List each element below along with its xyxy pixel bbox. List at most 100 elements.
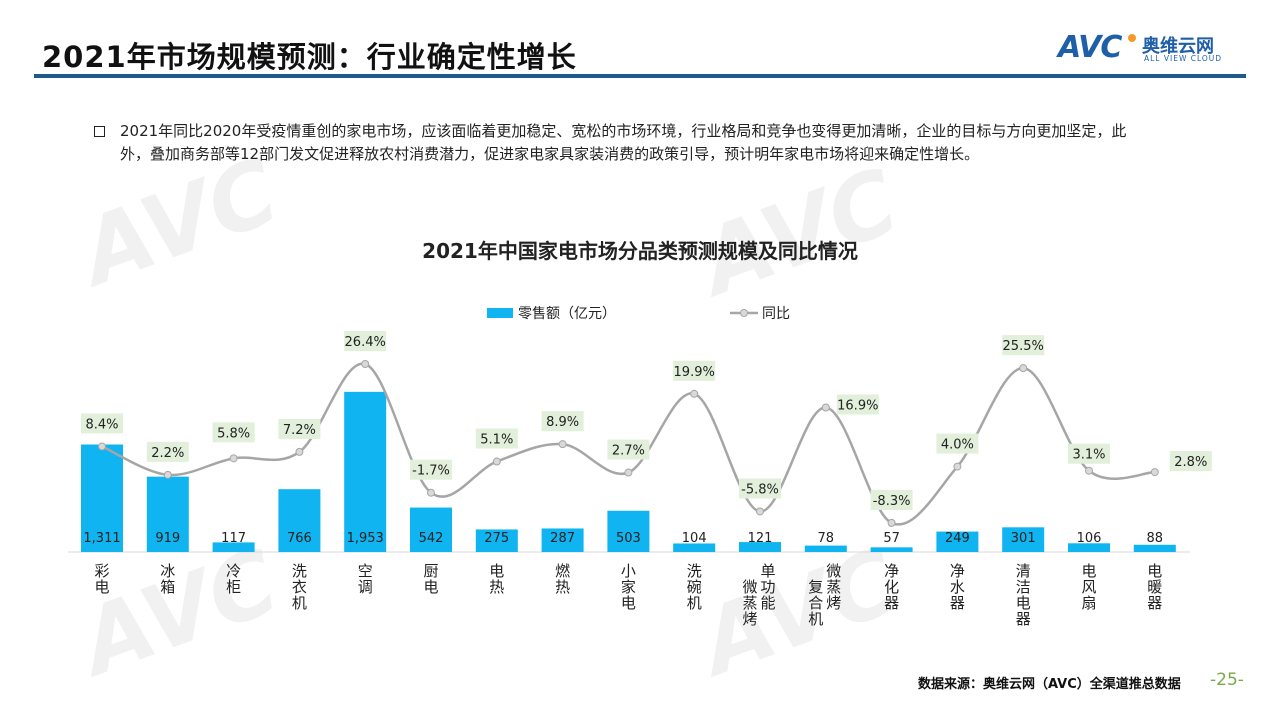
bar-value-label: 503: [616, 531, 641, 546]
category-label: 碗: [687, 578, 702, 596]
bar-value-label: 542: [419, 531, 444, 546]
category-label: 衣: [292, 578, 307, 596]
yoy-label: 8.9%: [546, 415, 579, 430]
category-label: 机: [808, 610, 823, 628]
bar-value-label: 1,311: [83, 531, 120, 546]
yoy-label: 4.0%: [941, 438, 974, 453]
bar-5: [410, 507, 452, 552]
category-label: 洗: [292, 562, 307, 580]
bar-15: [1068, 543, 1110, 552]
bar-value-label: 1,953: [347, 531, 384, 546]
category-label: 彩: [94, 562, 109, 580]
bar-16: [1133, 544, 1176, 552]
bar-value-label: 57: [883, 531, 900, 546]
category-label: 器: [884, 594, 899, 612]
bar-13: [936, 531, 979, 552]
yoy-point-0: [98, 442, 106, 451]
category-label: 电: [489, 562, 504, 580]
yoy-label-bg: [1002, 335, 1045, 356]
category-label: 燃: [555, 562, 570, 580]
bar-8: [607, 510, 650, 552]
yoy-label: 16.9%: [837, 399, 878, 414]
category-label: 电: [1016, 594, 1031, 612]
bar-value-label: 88: [1147, 531, 1164, 546]
category-label: 扇: [1081, 594, 1096, 612]
yoy-label: 8.4%: [85, 417, 118, 432]
yoy-label-bg: [673, 360, 716, 381]
yoy-label: 25.5%: [1003, 339, 1044, 354]
yoy-label: -5.8%: [741, 482, 779, 497]
yoy-label-bg: [836, 394, 879, 415]
legend-bar-swatch: [487, 308, 513, 318]
title-divider: [34, 74, 1246, 78]
category-label: 器: [1016, 610, 1031, 628]
category-label: 复: [808, 578, 823, 596]
category-label: 热: [489, 578, 504, 596]
category-label: 家: [621, 578, 636, 596]
yoy-point-10: [756, 507, 764, 516]
yoy-label: -1.7%: [412, 464, 450, 479]
yoy-point-6: [492, 457, 501, 466]
bar-value-label: 117: [221, 531, 246, 546]
page-number: -25-: [1210, 670, 1244, 690]
category-label: 功: [760, 578, 775, 596]
bar-value-label: 106: [1077, 531, 1102, 546]
category-label: 化: [884, 578, 899, 596]
bar-3: [278, 489, 321, 552]
category-label: 电: [621, 594, 636, 612]
yoy-point-1: [163, 470, 172, 479]
bar-value-label: 275: [484, 531, 509, 546]
legend-line-label: 同比: [762, 306, 790, 322]
yoy-point-11: [821, 403, 830, 412]
category-label: 风: [1081, 578, 1096, 596]
category-label: 小: [621, 562, 636, 580]
yoy-label-bg: [607, 439, 650, 460]
logo-mark: AVC: [1058, 30, 1122, 65]
yoy-point-7: [558, 440, 567, 449]
bar-6: [475, 529, 518, 552]
yoy-point-16: [1150, 468, 1159, 477]
bar-10: [739, 542, 781, 552]
category-label: 烤: [826, 594, 841, 612]
bar-4: [344, 391, 387, 552]
yoy-label: 2.7%: [612, 444, 645, 459]
bar-12: [870, 547, 913, 552]
category-label: 电: [1081, 562, 1096, 580]
yoy-label-bg: [410, 459, 452, 480]
category-label: 净: [884, 562, 899, 580]
data-source: 数据来源：奥维云网（AVC）全渠道推总数据: [918, 677, 1181, 692]
yoy-label-bg: [1068, 443, 1110, 464]
category-label: 单: [760, 562, 775, 580]
bar-2: [212, 542, 255, 552]
bar-value-label: 104: [682, 531, 707, 546]
category-label: 电: [94, 578, 109, 596]
yoy-label-bg: [739, 478, 781, 499]
category-label: 机: [687, 594, 702, 612]
category-label: 机: [292, 594, 307, 612]
yoy-label: 2.8%: [1174, 455, 1207, 470]
category-label: 微: [742, 578, 757, 596]
category-label: 器: [950, 594, 965, 612]
intro-paragraph: 2021年同比2020年受疫情重创的家电市场，应该面临着更加稳定、宽松的市场环境…: [120, 122, 1127, 163]
bar-14: [1002, 527, 1045, 552]
yoy-point-3: [295, 447, 304, 456]
bar-1: [146, 476, 189, 552]
yoy-label: 26.4%: [345, 335, 386, 350]
yoy-point-9: [690, 389, 699, 398]
yoy-label: -8.3%: [873, 494, 911, 509]
bar-7: [541, 528, 584, 552]
logo-name-en: ALL VIEW CLOUD: [1144, 54, 1223, 63]
page-title: 2021年市场规模预测：行业确定性增长: [42, 40, 577, 74]
bar-11: [804, 545, 847, 552]
category-label: 净: [950, 562, 965, 580]
category-label: 水: [950, 578, 965, 596]
bar-value-label: 301: [1011, 531, 1036, 546]
yoy-point-14: [1019, 364, 1028, 373]
yoy-label-bg: [541, 411, 584, 432]
yoy-label-bg: [1169, 451, 1212, 472]
yoy-label-bg: [344, 331, 387, 351]
yoy-label: 5.8%: [217, 426, 250, 441]
category-label: 合: [808, 594, 823, 612]
category-label: 冷: [226, 562, 241, 580]
yoy-label-bg: [475, 428, 518, 449]
